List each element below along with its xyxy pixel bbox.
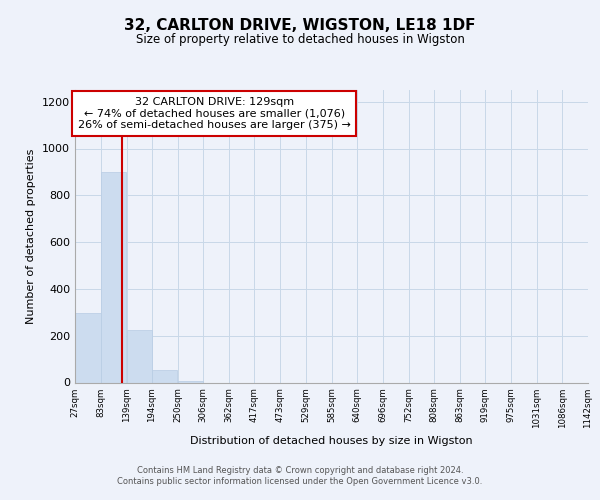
Y-axis label: Number of detached properties: Number of detached properties bbox=[26, 148, 37, 324]
X-axis label: Distribution of detached houses by size in Wigston: Distribution of detached houses by size … bbox=[190, 436, 473, 446]
Bar bbox=[152, 370, 178, 382]
Bar bbox=[75, 314, 101, 382]
Text: Contains HM Land Registry data © Crown copyright and database right 2024.: Contains HM Land Registry data © Crown c… bbox=[137, 466, 463, 475]
Bar bbox=[101, 172, 127, 382]
Text: Contains public sector information licensed under the Open Government Licence v3: Contains public sector information licen… bbox=[118, 476, 482, 486]
Text: Size of property relative to detached houses in Wigston: Size of property relative to detached ho… bbox=[136, 32, 464, 46]
Text: 32, CARLTON DRIVE, WIGSTON, LE18 1DF: 32, CARLTON DRIVE, WIGSTON, LE18 1DF bbox=[124, 18, 476, 32]
Text: 32 CARLTON DRIVE: 129sqm
← 74% of detached houses are smaller (1,076)
26% of sem: 32 CARLTON DRIVE: 129sqm ← 74% of detach… bbox=[78, 97, 351, 130]
Bar bbox=[127, 330, 152, 382]
